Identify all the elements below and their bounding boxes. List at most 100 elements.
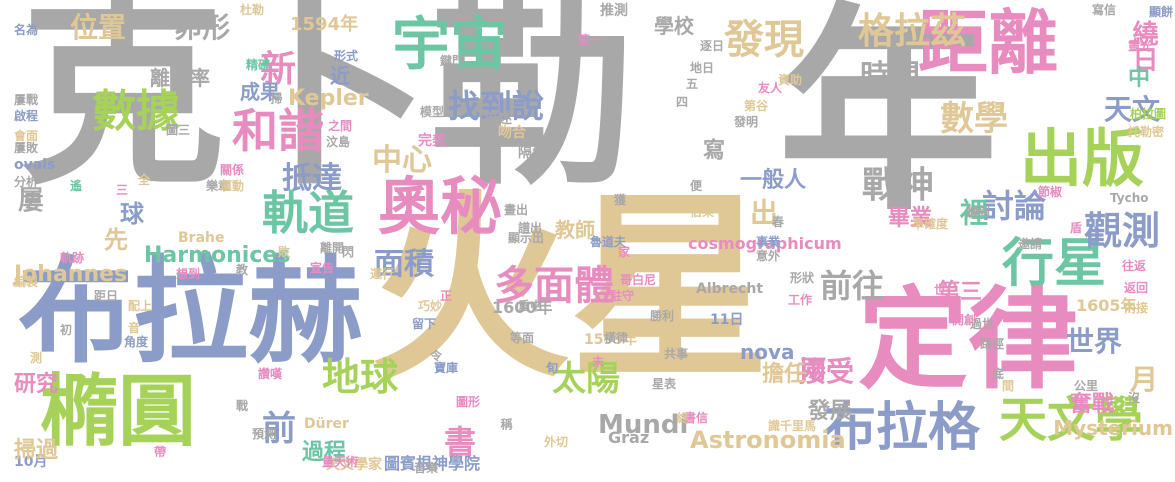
cloud-word: 教: [236, 263, 249, 277]
cloud-word: 顯餅: [1148, 5, 1173, 19]
cloud-word: 出版: [1020, 122, 1145, 195]
cloud-word: 關係: [220, 163, 245, 177]
cloud-word: 書: [444, 423, 477, 461]
cloud-word: 第三: [938, 280, 983, 305]
cloud-word: 會面: [14, 129, 39, 143]
cloud-word: 橢圓: [40, 367, 197, 457]
cloud-word: 重中: [518, 299, 543, 313]
cloud-word: 數據: [92, 86, 180, 137]
cloud-word: 完美: [418, 133, 446, 149]
cloud-word: 近: [330, 64, 350, 88]
cloud-word: 卵形: [174, 11, 231, 44]
cloud-word: Albrecht: [696, 281, 764, 297]
cloud-word: nova: [740, 340, 795, 364]
cloud-word: 譜出: [518, 221, 543, 235]
cloud-word: 終: [675, 412, 689, 424]
cloud-word: 事業: [756, 235, 781, 249]
cloud-word: 行星: [1002, 234, 1107, 294]
cloud-word: 新: [260, 49, 297, 90]
cloud-word: 宇宙: [392, 10, 509, 78]
cloud-word: 想到: [176, 267, 201, 281]
cloud-word: 測: [30, 351, 43, 365]
cloud-word: ovals: [14, 157, 56, 173]
cloud-word: 間: [1002, 379, 1015, 393]
cloud-word: Tycho: [1110, 191, 1149, 205]
cloud-word: 過世: [970, 317, 995, 331]
cloud-word: 掃: [269, 92, 283, 104]
cloud-word: 返回: [1124, 281, 1149, 295]
cloud-word: 形狀: [790, 271, 815, 285]
cloud-word: 10月: [14, 454, 48, 470]
cloud-word: 四: [676, 95, 689, 109]
cloud-word: 配上: [128, 299, 153, 313]
cloud-word: 盾: [1070, 221, 1083, 235]
cloud-word: 角度: [124, 335, 149, 349]
cloud-word: 先: [104, 226, 128, 254]
cloud-word: 家: [618, 245, 631, 259]
cloud-word: 運行: [370, 267, 395, 281]
cloud-word: 汶島: [326, 135, 351, 149]
cloud-word: 讚嘆: [258, 367, 283, 381]
cloud-word: 位置: [70, 11, 127, 44]
cloud-word: 畢業: [888, 206, 933, 231]
cloud-word: 奮戰: [1070, 392, 1115, 417]
cloud-word: 形式: [334, 49, 359, 63]
cloud-word: 布拉赫: [18, 245, 364, 379]
cloud-word: 外切: [544, 435, 569, 449]
cloud-word: 11日: [710, 312, 744, 328]
cloud-word: 柏拉圖: [1130, 107, 1167, 121]
cloud-word: 軌跡: [60, 251, 85, 265]
cloud-word: 接受: [798, 355, 855, 388]
cloud-word: 帶: [154, 445, 167, 459]
cloud-word: 邀請: [1018, 237, 1043, 251]
cloud-word: 1599年: [584, 332, 637, 348]
cloud-word: Mundi: [598, 410, 689, 440]
cloud-word: 獲: [614, 193, 627, 207]
cloud-word: 魯道夫: [590, 235, 627, 249]
cloud-word: 識千里馬: [768, 419, 817, 433]
cloud-word: 發明: [734, 115, 759, 129]
cloud-word: 巧妙: [418, 299, 443, 313]
cloud-word: 克卜勒: [20, 0, 635, 213]
cloud-word: 等面: [510, 331, 535, 345]
cloud-word: 閃: [342, 245, 355, 259]
cloud-word: 時間: [860, 59, 920, 94]
cloud-word: Kepler: [288, 86, 369, 111]
cloud-word: 屢戰: [14, 93, 39, 107]
cloud-word: 哥白尼: [620, 273, 657, 287]
cloud-word: 軌道: [262, 186, 354, 240]
cloud-word: 定律: [858, 276, 1078, 404]
cloud-word: 意外: [756, 249, 781, 263]
cloud-word: 抵達: [282, 161, 342, 196]
cloud-word: Brahe: [178, 230, 225, 246]
cloud-word: 距日: [94, 289, 119, 303]
cloud-word: 全: [138, 173, 151, 187]
cloud-word: 五: [686, 77, 699, 91]
cloud-word: 逐日: [700, 39, 725, 53]
cloud-word: 吻合: [498, 125, 526, 141]
cloud-word: 奧秘: [378, 170, 503, 243]
cloud-word: 世: [934, 283, 947, 297]
cloud-word: 便: [690, 179, 703, 193]
cloud-word: 隔年: [518, 145, 546, 161]
cloud-word: 前: [262, 409, 296, 449]
cloud-word: 天文學: [999, 392, 1144, 448]
cloud-word: 戰神: [862, 165, 935, 206]
cloud-word: 沒: [1128, 391, 1141, 405]
cloud-word: 編製: [14, 275, 39, 289]
cloud-word: 顯示出: [508, 231, 545, 245]
cloud-word: 內接: [1124, 301, 1149, 315]
cloud-word: 畫出: [504, 203, 529, 217]
cloud-word: 1605年: [1076, 296, 1137, 315]
cloud-word: 球: [120, 200, 144, 228]
cloud-word: 地球: [322, 355, 399, 399]
cloud-word: 數學: [940, 99, 1008, 139]
cloud-word: 地日: [690, 61, 715, 75]
cloud-word: 共事: [664, 347, 689, 361]
cloud-word: 資助: [778, 73, 803, 87]
cloud-word: 敗: [278, 245, 291, 259]
cloud-word: 擔任: [762, 362, 807, 387]
cloud-word: Harmonices: [144, 243, 291, 268]
cloud-word: 圖三: [166, 123, 191, 137]
cloud-word: 友人: [758, 81, 783, 95]
